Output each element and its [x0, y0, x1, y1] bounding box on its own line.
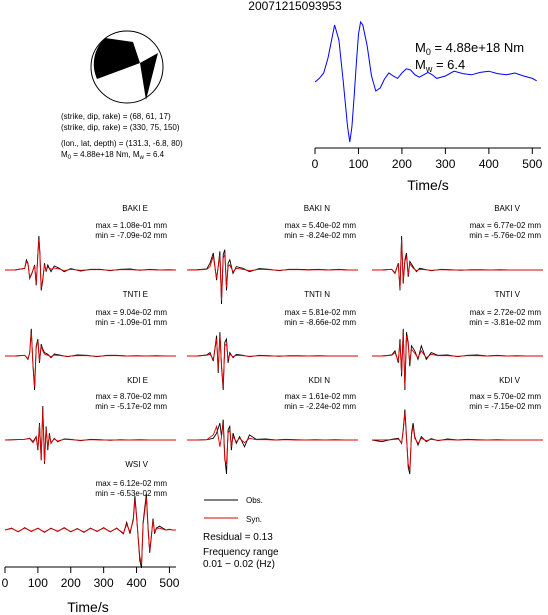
x-tick-label: 400	[127, 576, 147, 590]
station-title: KDI E	[127, 376, 148, 385]
obs-trace	[371, 409, 543, 475]
x-tick-label: 500	[522, 157, 542, 171]
legend: Obs. Syn. Residual = 0.13 Frequency rang…	[203, 496, 279, 570]
panel-baki-n: BAKI N max = 5.40e-02 mm min = -8.24e-02…	[186, 204, 358, 305]
max-annotation: max = 6.77e-02 mm	[470, 221, 542, 230]
station-title: BAKI V	[494, 204, 520, 213]
panel-baki-e: BAKI E max = 1.08e-01 mm min = -7.09e-02…	[5, 204, 177, 291]
residual-text: Residual = 0.13	[203, 532, 273, 543]
panel-tnti-e: TNTI E max = 9.04e-02 mm min = -1.09e-01…	[5, 290, 176, 391]
station-title: TNTI N	[304, 290, 330, 299]
max-annotation: max = 5.40e-02 mm	[285, 221, 357, 230]
max-annotation: max = 9.04e-02 mm	[96, 308, 168, 317]
max-annotation: max = 2.72e-02 mm	[470, 308, 542, 317]
x-tick-label: 200	[61, 576, 81, 590]
panel-tnti-n: TNTI N max = 5.81e-02 mm min = -8.66e-02…	[187, 290, 358, 391]
min-annotation: min = -5.17e-02 mm	[95, 402, 167, 411]
panel-baki-v: BAKI V max = 6.77e-02 mm min = -5.76e-02…	[372, 204, 543, 291]
max-annotation: max = 5.81e-02 mm	[285, 308, 357, 317]
x-tick-label: 400	[479, 157, 499, 171]
min-annotation: min = -1.09e-01 mm	[95, 318, 167, 327]
syn-trace	[187, 422, 358, 466]
mw-annotation: Mw = 6.4	[415, 57, 465, 74]
stf-x-label: Time/s	[407, 177, 448, 193]
frequency-title: Frequency range	[203, 547, 279, 558]
beachball-compression-upper	[93, 38, 140, 79]
panel-tnti-v: TNTI V max = 2.72e-02 mm min = -3.81e-02…	[372, 290, 543, 391]
panel-kdi-n: KDI N max = 1.61e-02 mm min = -2.24e-02 …	[187, 376, 358, 475]
x-tick-label: 0	[2, 576, 9, 590]
syn-trace	[5, 239, 176, 289]
station-title: TNTI E	[123, 290, 148, 299]
max-annotation: max = 6.12e-02 mm	[96, 479, 168, 488]
x-tick-label: 200	[392, 157, 412, 171]
x-tick-label: 300	[435, 157, 455, 171]
max-annotation: max = 5.70e-02 mm	[470, 392, 542, 401]
x-tick-label: 100	[348, 157, 368, 171]
panel-wsi-v: WSI V max = 6.12e-02 mm min = -6.53e-02 …	[2, 460, 180, 615]
wsi-ticks: 0 100 200 300 400 500	[2, 567, 180, 590]
m0-annotation: M0 = 4.88e+18 Nm	[415, 40, 524, 57]
x-tick-label: 100	[28, 576, 48, 590]
figure-title: 20071215093953	[248, 0, 342, 13]
obs-trace	[372, 235, 543, 291]
mechanism-line-2: (strike, dip, rake) = (330, 75, 150)	[61, 123, 180, 132]
syn-trace	[4, 409, 176, 463]
beachball-compression-lower	[140, 53, 158, 100]
station-title: BAKI E	[122, 204, 148, 213]
max-annotation: max = 1.08e-01 mm	[96, 221, 168, 230]
min-annotation: min = -8.24e-02 mm	[284, 231, 356, 240]
frequency-value: 0.01 − 0.02 (Hz)	[203, 559, 275, 570]
mechanism-line-1: (strike, dip, rake) = (68, 61, 17)	[61, 112, 171, 121]
x-tick-label: 0	[312, 157, 319, 171]
stf-panel: 0 100 200 300 400 500 Time/s M0 = 4.88e+18 Nm…	[312, 20, 543, 193]
station-title: KDI V	[499, 376, 521, 385]
station-title: BAKI N	[304, 204, 330, 213]
moment-line: M0 = 4.88e+18 Nm, Mw = 6.4	[61, 150, 165, 161]
min-annotation: min = -7.09e-02 mm	[95, 231, 167, 240]
min-annotation: min = -3.81e-02 mm	[469, 318, 541, 327]
panel-kdi-v: KDI V max = 5.70e-02 mm min = -7.15e-02 …	[371, 376, 543, 475]
min-annotation: min = -5.76e-02 mm	[469, 231, 541, 240]
obs-trace	[187, 419, 358, 475]
station-title: TNTI V	[495, 290, 521, 299]
stf-ticks: 0 100 200 300 400 500	[312, 148, 543, 171]
syn-trace	[187, 335, 358, 387]
panel-kdi-e: KDI E max = 8.70e-02 mm min = -5.17e-02 …	[4, 376, 176, 464]
station-title: KDI N	[309, 376, 331, 385]
min-annotation: min = -7.15e-02 mm	[469, 402, 541, 411]
syn-trace	[4, 497, 176, 565]
max-annotation: max = 1.61e-02 mm	[285, 392, 357, 401]
obs-trace	[5, 235, 177, 291]
syn-trace	[372, 412, 543, 471]
beachball	[90, 30, 164, 104]
legend-syn-label: Syn.	[246, 515, 262, 524]
syn-trace	[372, 332, 543, 387]
syn-trace	[372, 239, 543, 289]
x-tick-label: 300	[94, 576, 114, 590]
station-title: WSI V	[125, 460, 148, 469]
syn-trace	[187, 254, 358, 301]
stf-line	[314, 20, 537, 143]
x-tick-label: 500	[159, 576, 179, 590]
wsi-x-label: Time/s	[67, 599, 108, 615]
legend-obs-label: Obs.	[246, 496, 263, 505]
obs-trace	[187, 332, 358, 391]
min-annotation: min = -6.53e-02 mm	[95, 489, 167, 498]
obs-trace	[4, 405, 176, 464]
mechanism-line-3: (lon., lat, depth) = (131.3, -6.8, 80)	[61, 139, 183, 148]
max-annotation: max = 8.70e-02 mm	[96, 392, 168, 401]
min-annotation: min = -2.24e-02 mm	[284, 402, 356, 411]
syn-trace	[5, 332, 176, 387]
min-annotation: min = -8.66e-02 mm	[284, 318, 356, 327]
